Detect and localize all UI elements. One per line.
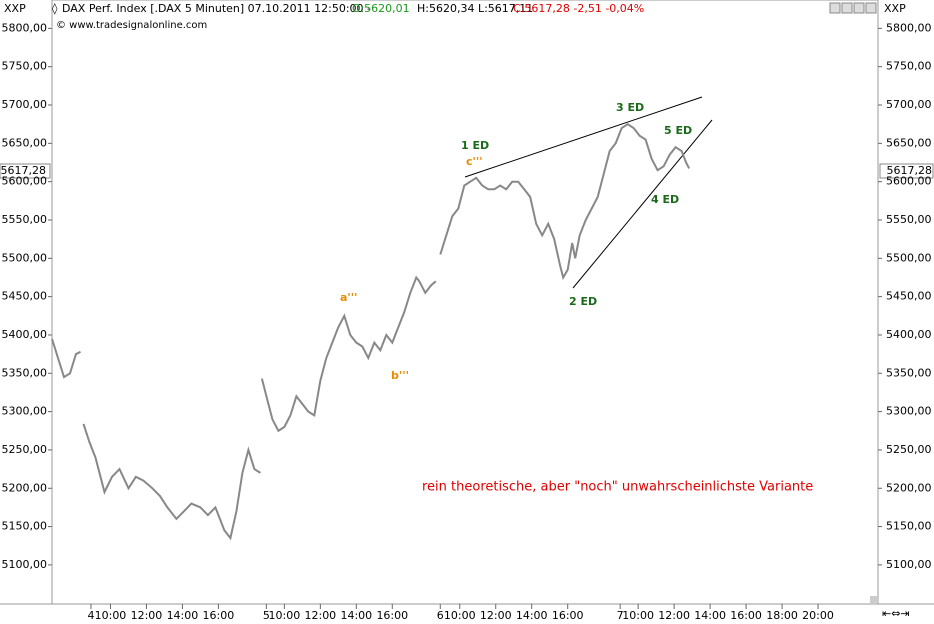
x-tick-label: 12:00 <box>480 609 512 622</box>
annotation: b''' <box>391 369 409 382</box>
x-tick-label: 10:00 <box>95 609 127 622</box>
plot-frame <box>51 0 879 605</box>
price-marker <box>879 163 934 179</box>
price-marker-label: 5617,28 <box>887 164 933 177</box>
y-tick-label: 5650,00 <box>2 136 48 149</box>
y-tick-label: 5250,00 <box>2 443 48 456</box>
x-tick-label: 14:00 <box>694 609 726 622</box>
y-tick-label: 5600,00 <box>2 175 48 188</box>
trendline <box>464 96 703 178</box>
x-tick-label: 16:00 <box>552 609 584 622</box>
annotation: 2 ED <box>569 295 597 308</box>
toolbar-icon[interactable]: ◊ <box>52 2 58 15</box>
y-tick-label: 5450,00 <box>2 290 48 303</box>
y-tick-label: 5300,00 <box>2 405 48 418</box>
annotation: 4 ED <box>651 193 679 206</box>
x-tick-label: 12:00 <box>304 609 336 622</box>
annotation: 1 ED <box>461 139 489 152</box>
price-marker-label: 5617,28 <box>1 164 47 177</box>
x-tick-label: 10:00 <box>444 609 476 622</box>
y-tick-label: 5150,00 <box>886 520 932 533</box>
y-tick-label: 5400,00 <box>886 328 932 341</box>
x-tick-label: 7 <box>617 609 624 622</box>
high-low: H:5620,34 L:5617,11 <box>417 2 533 15</box>
scroll-buttons[interactable]: ⇤⇔⇥ <box>882 607 910 620</box>
symbol: XXP <box>4 2 26 15</box>
y-tick-label: 5500,00 <box>886 251 932 264</box>
x-tick-label: 14:00 <box>167 609 199 622</box>
y-tick-label: 5150,00 <box>2 520 48 533</box>
x-tick-label: 14:00 <box>516 609 548 622</box>
y-tick-label: 5700,00 <box>886 98 932 111</box>
trendline <box>572 119 713 289</box>
y-tick-label: 5600,00 <box>886 175 932 188</box>
corner-button[interactable] <box>870 596 877 603</box>
y-tick-label: 5100,00 <box>2 558 48 571</box>
y-tick-label: 5200,00 <box>2 481 48 494</box>
y-tick-label: 5450,00 <box>886 290 932 303</box>
annotation: 5 ED <box>664 124 692 137</box>
y-tick-label: 5200,00 <box>886 481 932 494</box>
y-tick-label: 5100,00 <box>886 558 932 571</box>
annotation: a''' <box>340 291 358 304</box>
y-tick-label: 5350,00 <box>886 366 932 379</box>
y-tick-label: 5550,00 <box>2 213 48 226</box>
close: C:5617,28 -2,51 -0,04% <box>513 2 644 15</box>
symbol: XXP <box>884 2 906 15</box>
y-tick-label: 5550,00 <box>886 213 932 226</box>
y-tick-label: 5500,00 <box>2 251 48 264</box>
y-tick-label: 5800,00 <box>886 21 932 34</box>
x-tick-label: 6 <box>437 609 444 622</box>
price-line <box>51 123 690 541</box>
x-tick-label: 16:00 <box>203 609 235 622</box>
x-tick-label: 14:00 <box>340 609 372 622</box>
annotation: c''' <box>466 155 483 168</box>
x-tick-label: 4 <box>87 609 94 622</box>
comment: rein theoretische, aber "noch" unwahrsch… <box>422 480 813 495</box>
annotation: 3 ED <box>616 101 644 114</box>
open: O:5620,01 <box>352 2 410 15</box>
y-tick-label: 5700,00 <box>2 98 48 111</box>
y-tick-label: 5350,00 <box>2 366 48 379</box>
price-marker <box>0 163 51 179</box>
x-tick-label: 16:00 <box>376 609 408 622</box>
instrument: DAX Perf. Index [.DAX 5 Minuten] 07.10.2… <box>62 2 371 15</box>
x-tick-label: 5 <box>263 609 270 622</box>
y-tick-label: 5750,00 <box>2 60 48 73</box>
window-buttons[interactable] <box>829 2 877 14</box>
x-tick-label: 10:00 <box>269 609 301 622</box>
y-tick-label: 5300,00 <box>886 405 932 418</box>
x-tick-label: 12:00 <box>131 609 163 622</box>
y-tick-label: 5800,00 <box>2 21 48 34</box>
x-tick-label: 12:00 <box>658 609 690 622</box>
x-tick-label: 18:00 <box>766 609 798 622</box>
source: © www.tradesignalonline.com <box>56 20 207 31</box>
x-tick-label: 10:00 <box>622 609 654 622</box>
y-tick-label: 5250,00 <box>886 443 932 456</box>
y-tick-label: 5750,00 <box>886 60 932 73</box>
y-tick-label: 5650,00 <box>886 136 932 149</box>
x-tick-label: 20:00 <box>802 609 834 622</box>
y-tick-label: 5400,00 <box>2 328 48 341</box>
x-tick-label: 16:00 <box>730 609 762 622</box>
